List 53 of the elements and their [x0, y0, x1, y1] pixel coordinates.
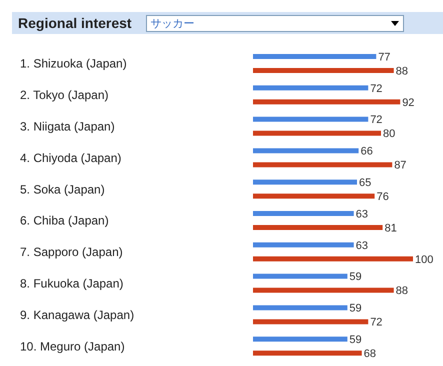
data-label: 59 — [349, 334, 362, 346]
bar — [253, 256, 413, 262]
data-label: 59 — [349, 302, 362, 315]
bar — [253, 319, 368, 324]
bar — [253, 274, 348, 279]
bar — [253, 288, 394, 293]
bar — [253, 85, 368, 90]
data-label: 92 — [402, 96, 414, 109]
data-label: 72 — [370, 316, 382, 329]
bar — [253, 68, 394, 73]
data-label: 72 — [370, 114, 382, 126]
data-label: 63 — [356, 240, 368, 252]
text: Regional interest — [18, 15, 132, 31]
data-label: 66 — [360, 146, 373, 158]
y-tick-label: 8. Fukuoka (Japan) — [20, 276, 124, 290]
data-label: 87 — [394, 160, 406, 172]
bar — [253, 211, 354, 216]
bar — [253, 225, 383, 230]
y-tick-label: 5. Soka (Japan) — [20, 182, 105, 196]
y-tick-label: 7. Sapporo (Japan) — [20, 245, 123, 260]
bar — [253, 99, 400, 104]
y-tick-label: 3. Niigata (Japan) — [20, 120, 115, 134]
y-tick-label: 9. Kanagawa (Japan) — [20, 308, 134, 322]
y-tick-label: 10. Meguro (Japan) — [20, 339, 125, 354]
data-label: 68 — [364, 348, 376, 360]
data-label: 76 — [376, 191, 389, 204]
bar — [253, 54, 376, 59]
data-label: 80 — [383, 128, 396, 140]
chart-subtitle: サッカー — [150, 16, 195, 30]
data-label: 100 — [415, 254, 434, 266]
bar — [253, 162, 392, 168]
y-tick-label: 4. Chiyoda (Japan) — [20, 150, 122, 165]
data-label: 81 — [384, 222, 397, 234]
data-label: 72 — [370, 82, 382, 95]
bar — [253, 180, 357, 185]
data-label: 88 — [396, 65, 408, 78]
data-label: 65 — [359, 177, 372, 190]
data-label: 59 — [349, 271, 362, 284]
bar — [253, 130, 381, 136]
bar — [253, 305, 348, 310]
y-tick-label: 1. Shizuoka (Japan) — [20, 56, 127, 71]
bar — [253, 116, 368, 122]
dropdown-field: サッカー — [146, 14, 404, 32]
data-label: 63 — [356, 208, 368, 220]
data-label: 77 — [378, 51, 390, 64]
y-tick-label: 2. Tokyo (Japan) — [20, 88, 108, 102]
bar — [253, 336, 348, 342]
bar — [253, 242, 354, 248]
bar — [253, 350, 362, 356]
y-tick-label: 6. Chiba (Japan) — [20, 214, 109, 228]
bar — [253, 148, 359, 154]
data-label: 88 — [396, 285, 408, 298]
bar — [253, 194, 375, 199]
